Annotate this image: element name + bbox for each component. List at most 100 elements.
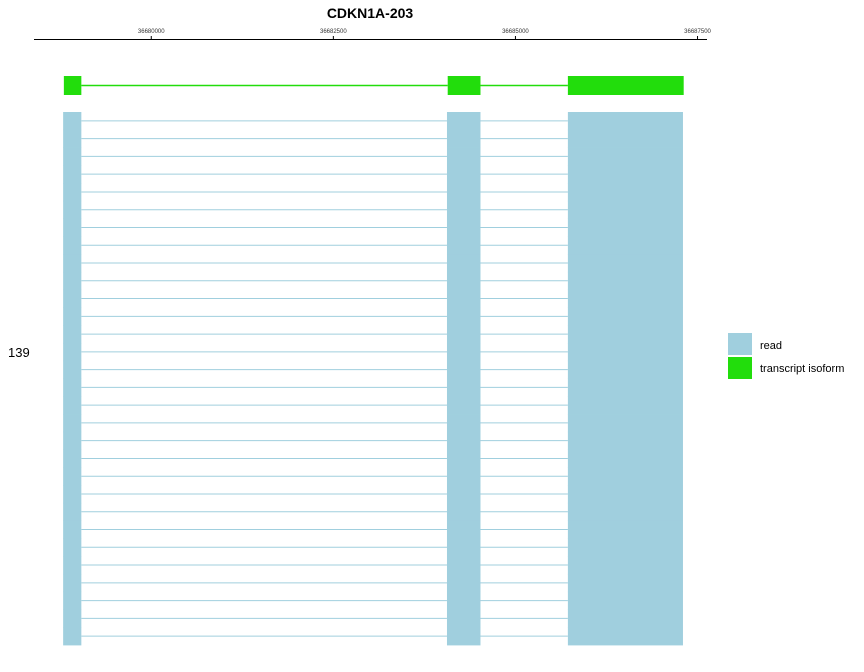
read-exon-13-0 bbox=[63, 342, 82, 362]
read-exon-4-0 bbox=[63, 183, 82, 202]
read-exon-26-1 bbox=[446, 573, 481, 593]
read-exon-18-1 bbox=[446, 431, 481, 450]
read-exon-3-1 bbox=[446, 165, 481, 184]
read-exon-9-2 bbox=[567, 271, 683, 291]
read-exon-14-2 bbox=[567, 360, 683, 379]
read-exon-1-1 bbox=[446, 129, 481, 148]
x-tick-label-1: 36682500 bbox=[320, 29, 347, 35]
transcript-exon-2 bbox=[567, 76, 684, 95]
read-exon-15-2 bbox=[567, 378, 683, 397]
read-exon-20-0 bbox=[63, 467, 82, 486]
read-exon-12-1 bbox=[446, 325, 481, 344]
read-exon-10-2 bbox=[567, 289, 683, 308]
read-exon-19-0 bbox=[63, 449, 82, 468]
read-exon-7-2 bbox=[567, 236, 683, 255]
read-exon-24-0 bbox=[63, 538, 82, 557]
reads-track bbox=[63, 112, 683, 646]
read-exon-29-1 bbox=[446, 627, 481, 646]
read-exon-10-1 bbox=[446, 289, 481, 308]
read-exon-23-0 bbox=[63, 520, 82, 539]
read-exon-7-1 bbox=[446, 236, 481, 255]
read-count-label: 139 bbox=[8, 345, 30, 360]
read-exon-8-0 bbox=[63, 254, 82, 273]
read-exon-20-2 bbox=[567, 467, 683, 486]
x-tick-label-2: 36685000 bbox=[502, 29, 529, 35]
read-exon-7-0 bbox=[63, 236, 82, 255]
read-exon-29-0 bbox=[63, 627, 82, 646]
read-exon-0-1 bbox=[446, 112, 481, 131]
read-exon-28-0 bbox=[63, 609, 82, 628]
read-exon-2-0 bbox=[63, 147, 82, 166]
read-exon-12-0 bbox=[63, 325, 82, 344]
read-exon-25-0 bbox=[63, 556, 82, 575]
read-exon-16-2 bbox=[567, 396, 683, 415]
read-exon-27-0 bbox=[63, 591, 82, 610]
read-exon-3-0 bbox=[63, 165, 82, 184]
read-exon-28-2 bbox=[567, 609, 683, 628]
read-exon-22-1 bbox=[446, 502, 481, 522]
legend-label-transcript: transcript isoform bbox=[760, 363, 844, 375]
read-exon-11-1 bbox=[446, 307, 481, 326]
read-exon-2-2 bbox=[567, 147, 683, 166]
read-exon-12-2 bbox=[567, 325, 683, 344]
read-exon-14-0 bbox=[63, 360, 82, 379]
read-exon-17-1 bbox=[446, 414, 481, 433]
read-exon-9-1 bbox=[446, 271, 481, 291]
read-exon-19-2 bbox=[567, 449, 683, 468]
legend-swatch-read bbox=[728, 333, 752, 355]
read-exon-17-0 bbox=[63, 414, 82, 433]
read-exon-5-1 bbox=[446, 200, 481, 219]
read-exon-5-2 bbox=[567, 200, 683, 219]
read-exon-0-2 bbox=[567, 112, 683, 131]
read-exon-21-0 bbox=[63, 485, 82, 504]
read-exon-4-1 bbox=[446, 183, 481, 202]
read-exon-0-0 bbox=[63, 112, 82, 131]
read-exon-25-2 bbox=[567, 556, 683, 575]
read-exon-27-1 bbox=[446, 591, 481, 610]
read-exon-18-0 bbox=[63, 431, 82, 450]
legend-label-read: read bbox=[760, 340, 782, 352]
x-tick-label-3: 36687500 bbox=[684, 29, 711, 35]
legend-swatch-transcript bbox=[728, 357, 752, 379]
read-exon-3-2 bbox=[567, 165, 683, 184]
read-exon-8-2 bbox=[567, 254, 683, 273]
read-exon-4-2 bbox=[567, 183, 683, 202]
transcript-track bbox=[63, 76, 684, 95]
read-exon-21-2 bbox=[567, 485, 683, 504]
read-exon-8-1 bbox=[446, 254, 481, 273]
read-exon-9-0 bbox=[63, 271, 82, 291]
read-exon-15-1 bbox=[446, 378, 481, 397]
read-exon-28-1 bbox=[446, 609, 481, 628]
read-exon-18-2 bbox=[567, 431, 683, 450]
read-exon-25-1 bbox=[446, 556, 481, 575]
read-exon-11-0 bbox=[63, 307, 82, 326]
read-exon-5-0 bbox=[63, 200, 82, 219]
read-exon-22-2 bbox=[567, 502, 683, 522]
transcript-exon-1 bbox=[447, 76, 481, 95]
read-exon-21-1 bbox=[446, 485, 481, 504]
read-exon-13-2 bbox=[567, 342, 683, 362]
read-exon-15-0 bbox=[63, 378, 82, 397]
read-exon-6-2 bbox=[567, 218, 683, 237]
read-exon-23-1 bbox=[446, 520, 481, 539]
read-exon-1-2 bbox=[567, 129, 683, 148]
read-exon-11-2 bbox=[567, 307, 683, 326]
read-exon-6-1 bbox=[446, 218, 481, 237]
read-exon-16-1 bbox=[446, 396, 481, 415]
transcript-exon-0 bbox=[63, 76, 82, 95]
read-exon-24-2 bbox=[567, 538, 683, 557]
read-exon-19-1 bbox=[446, 449, 481, 468]
x-tick-label-0: 36680000 bbox=[138, 29, 165, 35]
read-exon-13-1 bbox=[446, 342, 481, 362]
read-exon-14-1 bbox=[446, 360, 481, 379]
read-exon-17-2 bbox=[567, 414, 683, 433]
read-exon-10-0 bbox=[63, 289, 82, 308]
read-exon-23-2 bbox=[567, 520, 683, 539]
read-exon-2-1 bbox=[446, 147, 481, 166]
read-exon-24-1 bbox=[446, 538, 481, 557]
read-exon-6-0 bbox=[63, 218, 82, 237]
read-exon-29-2 bbox=[567, 627, 683, 646]
read-exon-26-0 bbox=[63, 573, 82, 593]
read-exon-26-2 bbox=[567, 573, 683, 593]
